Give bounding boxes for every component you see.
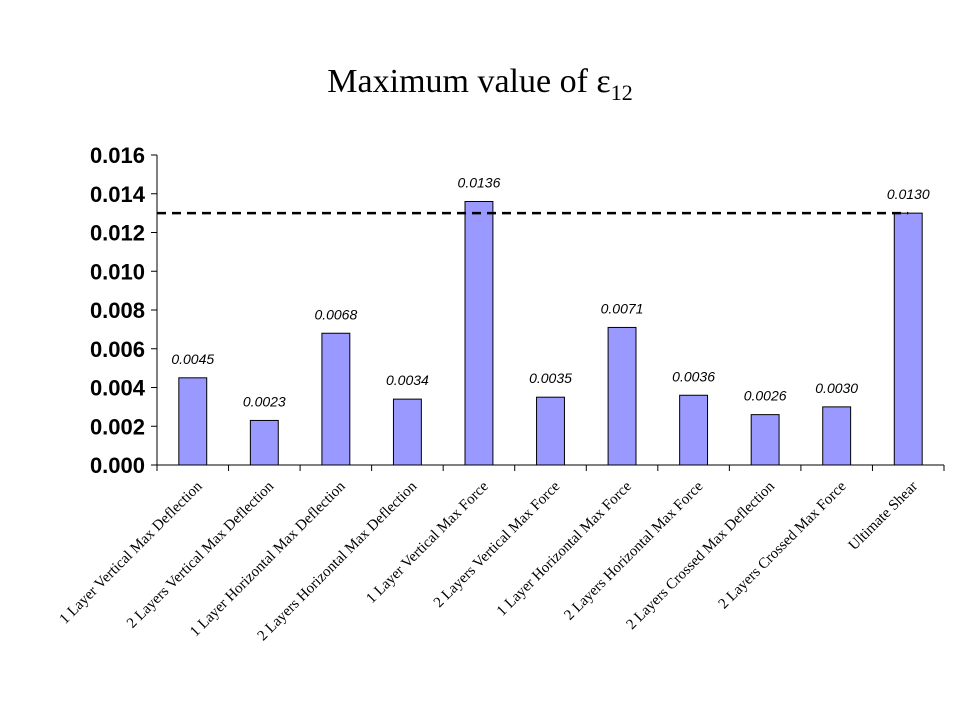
data-label: 0.0030: [815, 380, 858, 396]
bar: [249, 419, 279, 466]
data-label: 0.0036: [672, 368, 715, 384]
chart-title-subscript: 12: [611, 80, 633, 105]
data-label: 0.0068: [314, 306, 357, 322]
bar: [178, 377, 208, 466]
y-tick-label: 0.006: [90, 337, 145, 362]
data-label: 0.0026: [744, 388, 787, 404]
y-tick-label: 0.010: [90, 259, 145, 284]
bar: [750, 414, 780, 466]
bar: [464, 201, 494, 466]
data-label: 0.0035: [529, 370, 572, 386]
x-tick-label: 1 Layer Vertical Max Force: [363, 478, 492, 607]
x-tick-label: 2 Layers Crossed Max Deflection: [623, 478, 778, 633]
data-label: 0.0045: [171, 351, 214, 367]
x-tick-label: 2 Layers Vertical Max Force: [431, 478, 564, 611]
y-tick-label: 0.000: [90, 453, 145, 478]
bar: [392, 398, 422, 466]
x-tick-label: Ultimate Shear: [846, 479, 921, 554]
x-tick-label: 2 Layers Horizontal Max Deflection: [255, 478, 421, 644]
y-tick-label: 0.008: [90, 298, 145, 323]
bar: [321, 332, 351, 466]
data-label: 0.0071: [601, 300, 644, 316]
chart-title-main: Maximum value of ε: [327, 63, 610, 100]
data-label: 0.0136: [458, 175, 501, 191]
x-tick-label: 2 Layers Crossed Max Force: [716, 478, 850, 612]
x-tick-label: 2 Layers Vertical Max Deflection: [124, 478, 277, 631]
data-label: 0.0034: [386, 372, 429, 388]
plot-area: 0.000 0.002 0.004 0.006 0.008 0.010 0.012 0.014…: [57, 143, 945, 644]
bar: [822, 406, 852, 466]
data-label: 0.0023: [243, 393, 286, 409]
bar: [607, 326, 637, 466]
bar: [893, 212, 923, 466]
bar: [536, 396, 565, 466]
y-tick-label: 0.016: [90, 143, 145, 168]
y-tick-label: 0.004: [90, 376, 146, 401]
y-tick-label: 0.014: [90, 182, 146, 207]
x-tick-label: 1 Layer Vertical Max Deflection: [57, 478, 206, 627]
x-tick-label: 2 Layers Horizontal Max Force: [561, 478, 706, 623]
bar: [679, 394, 709, 466]
x-tick-label: 1 Layer Horizontal Max Deflection: [187, 478, 349, 640]
x-tick-label: 1 Layer Horizontal Max Force: [494, 478, 635, 619]
y-tick-label: 0.012: [90, 221, 145, 246]
data-label: 0.0130: [887, 186, 930, 202]
y-tick-label: 0.002: [90, 414, 145, 439]
chart-title: Maximum value of ε12: [327, 63, 632, 105]
